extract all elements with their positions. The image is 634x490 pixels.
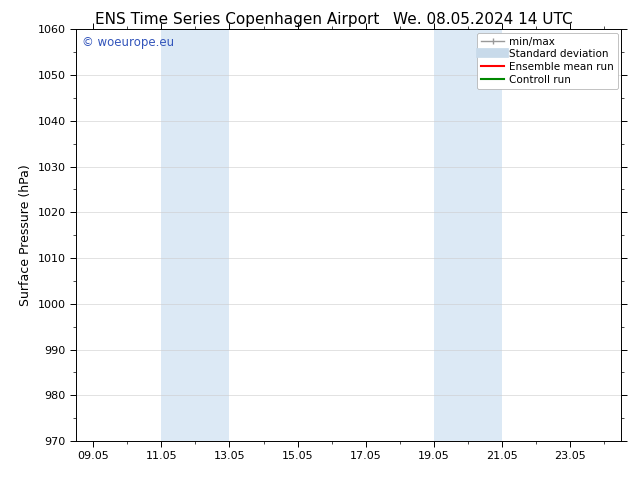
Legend: min/max, Standard deviation, Ensemble mean run, Controll run: min/max, Standard deviation, Ensemble me…: [477, 32, 618, 89]
Bar: [161, 29, 230, 441]
Text: ENS Time Series Copenhagen Airport: ENS Time Series Copenhagen Airport: [95, 12, 380, 27]
Bar: [434, 29, 502, 441]
Text: We. 08.05.2024 14 UTC: We. 08.05.2024 14 UTC: [393, 12, 573, 27]
Y-axis label: Surface Pressure (hPa): Surface Pressure (hPa): [19, 164, 32, 306]
Text: © woeurope.eu: © woeurope.eu: [82, 36, 174, 49]
